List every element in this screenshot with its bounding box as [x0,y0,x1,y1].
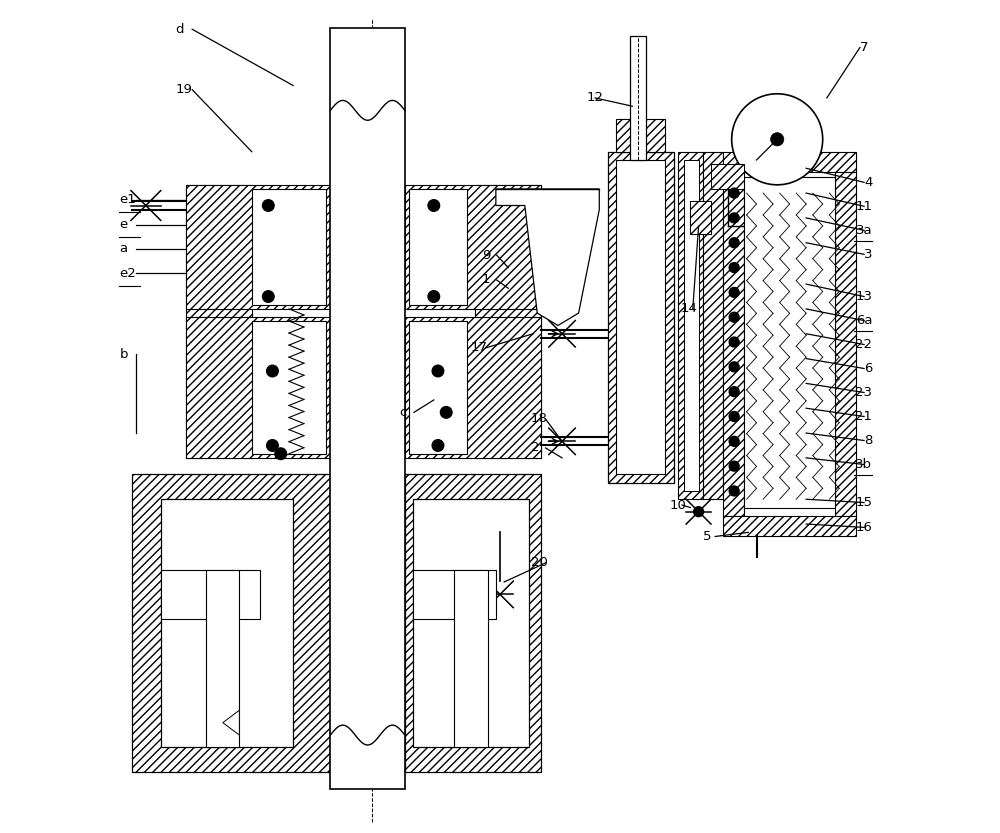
Circle shape [275,448,287,460]
Circle shape [729,188,739,198]
Bar [252,322,326,454]
Bar [206,570,239,747]
Circle shape [732,94,823,185]
Circle shape [267,440,278,451]
Bar [744,177,835,507]
Bar [690,202,711,234]
Circle shape [729,287,739,297]
Bar [405,475,541,772]
Text: 12: 12 [587,92,604,104]
Bar [684,160,699,491]
Text: 5: 5 [703,530,711,543]
Text: e2: e2 [119,267,136,280]
Text: 13: 13 [855,290,872,303]
Circle shape [428,200,440,212]
Circle shape [729,436,739,446]
Polygon shape [223,711,239,735]
Bar [711,164,744,189]
Bar [330,27,405,789]
Text: 17: 17 [471,342,488,354]
Bar [678,152,703,499]
Bar [161,570,260,619]
Text: e1: e1 [119,193,136,207]
Bar [161,499,293,747]
Bar [413,499,529,747]
Bar [630,36,646,160]
Circle shape [432,440,444,451]
Circle shape [729,237,739,247]
Bar [413,570,496,619]
Circle shape [729,387,739,397]
Circle shape [729,262,739,272]
Circle shape [267,365,278,377]
Circle shape [729,312,739,322]
Text: 20: 20 [531,556,547,570]
Circle shape [729,461,739,471]
Bar [186,185,330,309]
Text: 2: 2 [531,441,539,455]
Circle shape [729,412,739,421]
Text: 18: 18 [531,412,547,426]
Text: 21: 21 [855,410,872,423]
Text: 3b: 3b [855,458,872,471]
Text: 9: 9 [482,248,490,262]
Text: 15: 15 [855,496,872,509]
Bar [475,185,541,458]
Circle shape [428,291,440,302]
Text: 4: 4 [864,176,872,189]
Text: 6: 6 [864,362,872,375]
Bar [186,317,330,458]
Text: 3a: 3a [856,224,872,237]
Text: e: e [119,218,128,231]
Text: 22: 22 [855,338,872,351]
Text: d: d [176,22,184,36]
Bar [723,516,856,536]
Text: 11: 11 [855,200,872,212]
Text: 10: 10 [670,498,687,511]
Circle shape [771,132,784,146]
Bar [616,160,665,475]
Bar [409,189,467,305]
Bar [608,152,674,482]
Bar [835,172,856,516]
Circle shape [694,506,704,516]
Polygon shape [496,189,599,326]
Text: 6a: 6a [856,314,872,327]
Bar [723,152,856,172]
Bar [454,570,488,747]
Text: 16: 16 [855,521,872,534]
Bar [723,172,744,516]
Text: a: a [119,242,128,255]
Circle shape [263,200,274,212]
Circle shape [729,362,739,372]
Bar [409,322,467,454]
Bar [252,189,326,305]
Circle shape [729,213,739,223]
Bar [616,118,665,152]
Text: c: c [399,406,406,419]
Text: 19: 19 [176,83,193,96]
Text: 1: 1 [482,273,490,287]
Bar [405,317,541,458]
Text: 3: 3 [864,248,872,261]
Circle shape [263,291,274,302]
Bar [405,185,541,309]
Circle shape [440,407,452,418]
Text: 7: 7 [860,41,868,54]
Text: b: b [119,348,128,361]
Bar [690,202,711,234]
Circle shape [729,486,739,496]
Bar [132,475,330,772]
Circle shape [432,365,444,377]
Bar [703,152,723,499]
Text: 23: 23 [855,386,872,399]
Circle shape [729,337,739,347]
Text: 8: 8 [864,434,872,447]
Text: 14: 14 [680,302,697,316]
Bar [186,185,252,458]
